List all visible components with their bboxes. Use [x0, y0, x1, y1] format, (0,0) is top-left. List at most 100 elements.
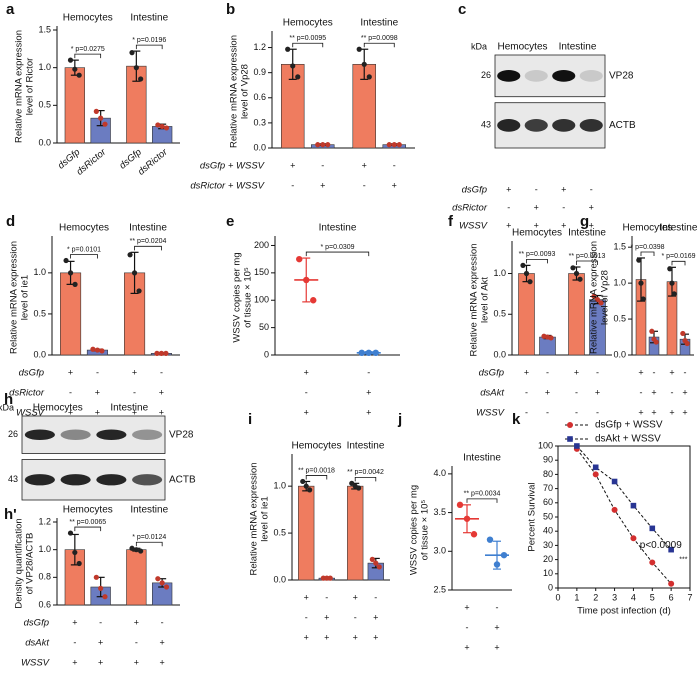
- y-tick-label: 70: [543, 483, 553, 493]
- data-point: [668, 580, 675, 587]
- bar: [518, 273, 535, 356]
- data-point: [159, 580, 165, 586]
- y-axis-label: level of Vp28: [600, 270, 611, 325]
- y-axis-label: Relative mRNA expression: [249, 463, 260, 576]
- significance-bracket: [135, 541, 163, 547]
- data-point: [67, 57, 74, 63]
- group-label: Intestine: [110, 403, 148, 414]
- data-point: [129, 50, 135, 56]
- y-tick-label: 60: [543, 497, 553, 507]
- data-point: [356, 46, 362, 52]
- data-point: [386, 142, 392, 148]
- band-label: VP28: [169, 429, 194, 440]
- p-value: ** p=0.0204: [130, 238, 167, 245]
- x-tick-label: dsRictor: [74, 146, 108, 177]
- condition-name: dsGfp: [19, 368, 44, 379]
- data-point: [76, 560, 82, 567]
- blot-band: [60, 429, 91, 440]
- data-point: [372, 349, 379, 357]
- band-label: ACTB: [169, 474, 196, 485]
- condition-name: WSSV: [476, 408, 506, 419]
- data-point: [369, 556, 375, 562]
- condition-sign: +: [134, 617, 139, 627]
- y-axis-label: Relative mRNA expression: [589, 241, 600, 354]
- blot-band: [132, 429, 163, 440]
- condition-sign: -: [535, 184, 538, 194]
- condition-sign: -: [367, 367, 370, 377]
- condition-sign: +: [98, 657, 103, 667]
- condition-sign: -: [325, 592, 328, 602]
- panel-label: a: [6, 1, 15, 18]
- group-label: Hemocytes: [33, 403, 83, 414]
- condition-sign: +: [638, 407, 643, 417]
- p-value: * p=0.0124: [132, 534, 166, 541]
- condition-sign: -: [639, 387, 642, 397]
- data-point: [295, 74, 301, 80]
- y-tick-label: 200: [254, 240, 269, 250]
- significance-bracket: [70, 254, 98, 259]
- data-point: [325, 142, 331, 148]
- data-point: [669, 280, 675, 286]
- y-tick-label: 1.0: [38, 62, 51, 72]
- condition-sign: -: [562, 202, 565, 212]
- condition-sign: -: [161, 617, 164, 627]
- condition-sign: +: [304, 632, 309, 642]
- condition-sign: +: [651, 387, 656, 397]
- y-axis-label: level of Rictor: [25, 58, 36, 116]
- condition-name: dsGfp + WSSV: [200, 161, 266, 172]
- y-axis-label: Relative mRNA expression: [9, 241, 20, 354]
- data-point: [680, 330, 686, 337]
- group-label: Hemocytes: [63, 505, 113, 516]
- condition-sign: +: [353, 592, 358, 602]
- data-point: [361, 61, 367, 67]
- condition-sign: +: [362, 160, 367, 170]
- y-tick-label: 1.5: [613, 242, 626, 252]
- condition-sign: +: [98, 637, 103, 647]
- y-axis-label: Percent Survival: [527, 482, 538, 551]
- condition-sign: +: [595, 387, 600, 397]
- data-point: [570, 265, 576, 271]
- significance-bracket: [363, 42, 395, 48]
- y-tick-label: 2.5: [433, 584, 446, 594]
- condition-sign: +: [160, 657, 165, 667]
- condition-sign: +: [373, 632, 378, 642]
- blot-band: [132, 474, 163, 486]
- condition-sign: +: [494, 642, 499, 652]
- y-axis-label: level of ie1: [20, 275, 31, 320]
- condition-sign: +: [304, 367, 309, 377]
- survival-line: [576, 445, 672, 550]
- group-label: Intestine: [130, 505, 168, 516]
- blot-band: [60, 474, 91, 486]
- y-tick-label: 30: [543, 540, 553, 550]
- condition-name: dsRictor: [9, 388, 45, 399]
- condition-sign: +: [464, 642, 469, 652]
- data-point: [67, 270, 74, 276]
- data-point: [72, 281, 78, 287]
- data-point: [592, 464, 599, 471]
- x-tick-label: 0: [555, 592, 560, 602]
- condition-name: dsGfp: [24, 618, 49, 629]
- p-value: * p=0.0398: [630, 244, 664, 251]
- condition-sign: -: [653, 367, 656, 377]
- data-point: [523, 270, 530, 277]
- significance-bracket: [671, 260, 686, 266]
- panel-label: h: [4, 391, 13, 408]
- condition-sign: -: [69, 387, 72, 397]
- data-point: [653, 339, 659, 345]
- condition-sign: +: [134, 657, 139, 667]
- condition-sign: +: [95, 407, 100, 417]
- data-point: [573, 270, 580, 277]
- condition-sign: +: [669, 367, 674, 377]
- condition-sign: +: [651, 407, 656, 417]
- condition-sign: +: [589, 202, 594, 212]
- legend-label: dsGfp + WSSV: [595, 420, 663, 431]
- condition-sign: -: [374, 592, 377, 602]
- data-point: [76, 72, 82, 78]
- y-tick-label: 0.0: [273, 574, 286, 584]
- condition-sign: -: [291, 180, 294, 190]
- data-point: [131, 270, 138, 276]
- y-tick-label: 0.0: [493, 349, 506, 359]
- condition-name: dsGfp: [462, 185, 487, 196]
- x-tick-label: 3: [612, 592, 617, 602]
- y-tick-label: 0.0: [613, 349, 626, 359]
